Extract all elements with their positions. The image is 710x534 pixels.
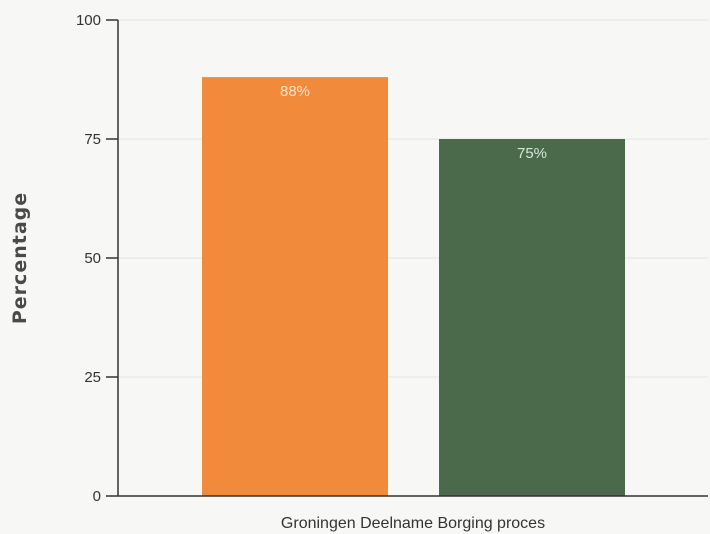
y-tick-label: 50 <box>84 250 101 267</box>
bar <box>202 77 388 497</box>
y-ticks: 0 25 50 75 100 <box>76 12 118 505</box>
y-tick-label: 75 <box>84 131 101 148</box>
y-tick-label: 100 <box>76 12 101 29</box>
x-axis-title: Groningen Deelname Borging proces <box>281 515 545 532</box>
bar-value-label: 88% <box>280 83 310 100</box>
y-tick-label: 0 <box>93 488 101 505</box>
y-axis-title: Percentage <box>9 192 31 324</box>
bars <box>202 77 625 497</box>
y-tick-label: 25 <box>84 369 101 386</box>
bar-value-label: 75% <box>517 145 547 162</box>
bar <box>439 139 625 496</box>
bar-value-labels: 88% 75% <box>280 83 547 162</box>
